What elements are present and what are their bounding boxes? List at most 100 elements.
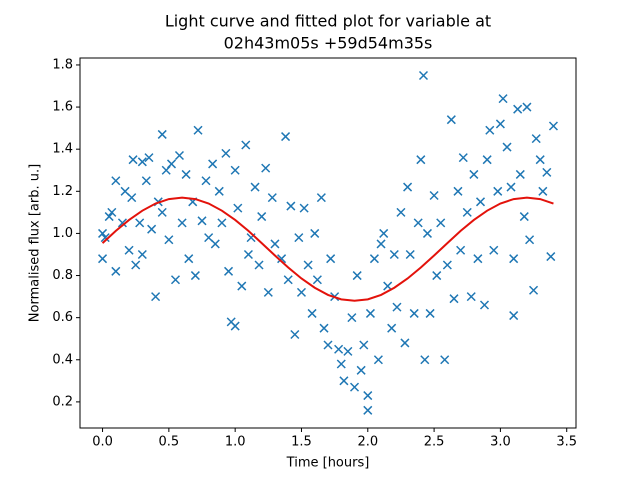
x-tick-label: 3.0: [490, 435, 511, 450]
data-point: [177, 218, 187, 228]
data-point: [379, 228, 389, 238]
data-point: [307, 308, 317, 318]
data-point: [111, 176, 121, 186]
data-point: [383, 281, 393, 291]
data-point: [283, 275, 293, 285]
data-point: [210, 239, 220, 249]
data-point: [243, 249, 253, 260]
x-tick-label: 2.0: [357, 435, 378, 450]
data-point: [365, 308, 375, 318]
data-point: [413, 218, 423, 228]
data-point: [277, 254, 287, 264]
data-point: [498, 94, 508, 104]
data-point: [482, 155, 492, 165]
data-point: [144, 153, 154, 163]
data-point: [356, 365, 366, 375]
data-point: [418, 70, 429, 81]
data-point: [456, 245, 466, 255]
data-point: [157, 129, 167, 139]
data-point: [250, 182, 260, 192]
data-point: [453, 186, 463, 196]
data-point: [326, 254, 336, 264]
data-point: [405, 249, 415, 260]
x-tick-label: 0.5: [159, 435, 180, 450]
data-point: [509, 311, 519, 321]
data-point: [164, 235, 174, 245]
data-point: [466, 292, 476, 302]
data-point: [336, 359, 346, 369]
data-point: [489, 245, 499, 255]
fit-line: [101, 196, 554, 302]
data-point: [296, 287, 307, 297]
data-point: [440, 355, 450, 365]
data-point: [137, 249, 147, 260]
data-point: [363, 391, 373, 401]
data-point: [299, 203, 309, 213]
data-point: [237, 281, 247, 291]
y-axis-label: Normalised flux [arb. u.]: [28, 164, 43, 322]
data-point: [442, 260, 452, 270]
data-point: [157, 207, 167, 217]
data-point: [495, 119, 505, 129]
data-point: [403, 182, 413, 192]
data-point: [261, 163, 271, 173]
x-tick-label: 1.0: [225, 435, 246, 450]
data-point: [509, 254, 519, 264]
data-point: [166, 159, 177, 169]
data-point: [290, 329, 300, 340]
data-point: [124, 245, 134, 255]
data-point: [420, 355, 430, 365]
data-point: [137, 157, 147, 167]
data-point: [230, 321, 240, 331]
data-point: [221, 148, 231, 158]
data-point: [323, 340, 333, 350]
data-point: [312, 275, 322, 285]
y-tick-label: 1.4: [52, 142, 73, 157]
data-point: [190, 271, 200, 281]
data-point: [294, 233, 304, 243]
data-point: [548, 121, 558, 131]
data-point: [429, 190, 439, 201]
data-point: [513, 104, 523, 114]
data-point: [400, 338, 410, 348]
data-point: [485, 125, 495, 135]
data-point: [515, 169, 525, 179]
data-point: [473, 254, 483, 264]
data-point: [389, 249, 399, 260]
data-point: [531, 134, 541, 144]
data-point: [254, 260, 264, 270]
data-point: [193, 125, 203, 135]
data-point: [135, 218, 145, 228]
data-point: [224, 266, 234, 276]
data-point: [363, 405, 373, 415]
data-point: [425, 308, 435, 318]
data-point: [201, 176, 211, 186]
data-point: [422, 228, 432, 238]
data-point: [111, 266, 121, 276]
data-point: [127, 193, 137, 203]
y-tick-label: 1.2: [52, 184, 73, 199]
data-point: [217, 218, 227, 228]
y-tick-label: 1.6: [52, 100, 73, 115]
y-tick-label: 0.8: [52, 268, 73, 283]
data-point: [343, 346, 353, 356]
data-point: [128, 155, 138, 165]
data-point: [458, 153, 468, 163]
data-point: [475, 197, 486, 207]
data-point: [347, 313, 357, 323]
x-tick-label: 1.5: [291, 435, 312, 450]
data-point: [214, 186, 224, 196]
data-point: [359, 340, 369, 350]
data-point: [446, 115, 456, 125]
data-point: [270, 239, 280, 249]
data-point: [522, 102, 532, 112]
data-point: [519, 212, 529, 222]
data-point: [525, 235, 535, 245]
data-point: [319, 323, 329, 333]
data-point: [141, 176, 151, 186]
data-point: [263, 287, 273, 297]
data-point: [303, 260, 313, 270]
data-point: [281, 132, 291, 142]
